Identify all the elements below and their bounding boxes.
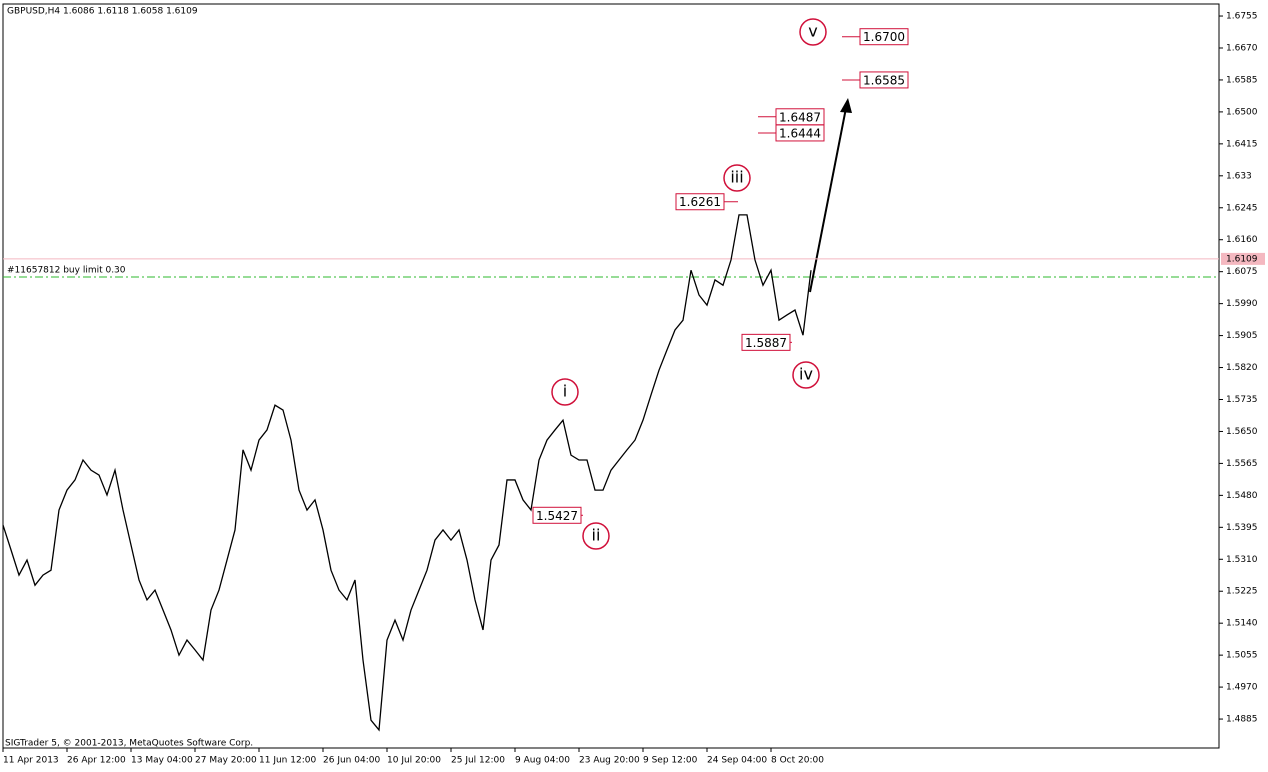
chart-title: GBPUSD,H4 1.6086 1.6118 1.6058 1.6109 [7, 7, 198, 17]
x-tick-label: 24 Sep 04:00 [707, 756, 767, 766]
y-tick-label: 1.5650 [1226, 427, 1258, 437]
x-tick-label: 9 Sep 12:00 [643, 756, 698, 766]
price-label: 1.6261 [679, 195, 721, 209]
y-tick-label: 1.5225 [1226, 587, 1258, 597]
y-tick-label: 1.5565 [1226, 459, 1258, 469]
price-label-box [859, 71, 909, 89]
y-tick-label: 1.6075 [1226, 267, 1258, 277]
price-label: 1.6444 [779, 126, 821, 140]
y-tick-label: 1.6585 [1226, 75, 1258, 85]
x-tick-label: 10 Jul 20:00 [387, 756, 441, 766]
plot-frame [2, 3, 1220, 749]
forecast-arrow-head [840, 98, 852, 113]
x-tick-label: 13 May 04:00 [131, 756, 193, 766]
y-tick-label: 1.5905 [1226, 331, 1258, 341]
y-tick-label: 1.6245 [1226, 203, 1258, 213]
wave-label: ii [592, 526, 601, 545]
y-tick-label: 1.6160 [1226, 235, 1258, 245]
y-tick-label: 1.5310 [1226, 555, 1258, 565]
y-tick-label: 1.4885 [1226, 715, 1258, 725]
y-tick-label: 1.5480 [1226, 491, 1258, 501]
price-label-box [675, 193, 725, 211]
y-tick-label: 1.4970 [1226, 683, 1258, 693]
y-tick-label: 1.633 [1226, 171, 1252, 181]
y-tick-label: 1.6500 [1226, 107, 1258, 117]
footer: SIGTrader 5, © 2001-2013, MetaQuotes Sof… [5, 739, 253, 749]
x-tick-label: 8 Oct 20:00 [771, 756, 824, 766]
wave-label: i [563, 382, 567, 401]
wave-circle [582, 522, 610, 550]
y-tick-label: 1.6415 [1226, 139, 1258, 149]
y-tick-label: 1.5140 [1226, 619, 1258, 629]
wave-label: v [808, 22, 817, 41]
wave-circle [799, 18, 827, 46]
x-tick-label: 11 Apr 2013 [3, 756, 59, 766]
wave-circle [551, 378, 579, 406]
price-label-box [775, 124, 825, 142]
x-tick-label: 25 Jul 12:00 [451, 756, 505, 766]
price-label-box [741, 333, 791, 351]
y-tick-label: 1.6670 [1226, 43, 1258, 53]
y-tick-label: 1.6755 [1226, 12, 1258, 22]
price-label: 1.6585 [863, 73, 905, 87]
bid-label-bg [1221, 252, 1265, 265]
wave-circle [792, 361, 820, 389]
price-label: 1.5887 [745, 336, 787, 350]
price-line [2, 214, 812, 732]
x-tick-label: 26 Jun 04:00 [323, 756, 380, 766]
price-label: 1.5427 [536, 509, 578, 523]
price-label: 1.6700 [863, 30, 905, 44]
y-tick-label: 1.5990 [1226, 299, 1258, 309]
wave-label: iii [730, 168, 743, 187]
y-tick-label: 1.5735 [1226, 395, 1258, 405]
y-tick-label: 1.5820 [1226, 363, 1258, 373]
x-tick-label: 23 Aug 20:00 [579, 756, 640, 766]
price-label: 1.6487 [779, 110, 821, 124]
order-label: #11657812 buy limit 0.30 [7, 265, 126, 275]
y-tick-label: 1.5055 [1226, 651, 1258, 661]
price-label-box [859, 28, 909, 46]
x-tick-label: 26 Apr 12:00 [67, 756, 126, 766]
wave-label: iv [799, 365, 813, 384]
x-tick-label: 9 Aug 04:00 [515, 756, 570, 766]
forecast-arrow [809, 107, 847, 293]
price-label-box [532, 506, 582, 524]
y-tick-label: 1.5395 [1226, 523, 1258, 533]
wave-circle [723, 164, 751, 192]
x-tick-label: 11 Jun 12:00 [259, 756, 316, 766]
bid-label: 1.6109 [1226, 254, 1258, 264]
x-tick-label: 27 May 20:00 [195, 756, 257, 766]
